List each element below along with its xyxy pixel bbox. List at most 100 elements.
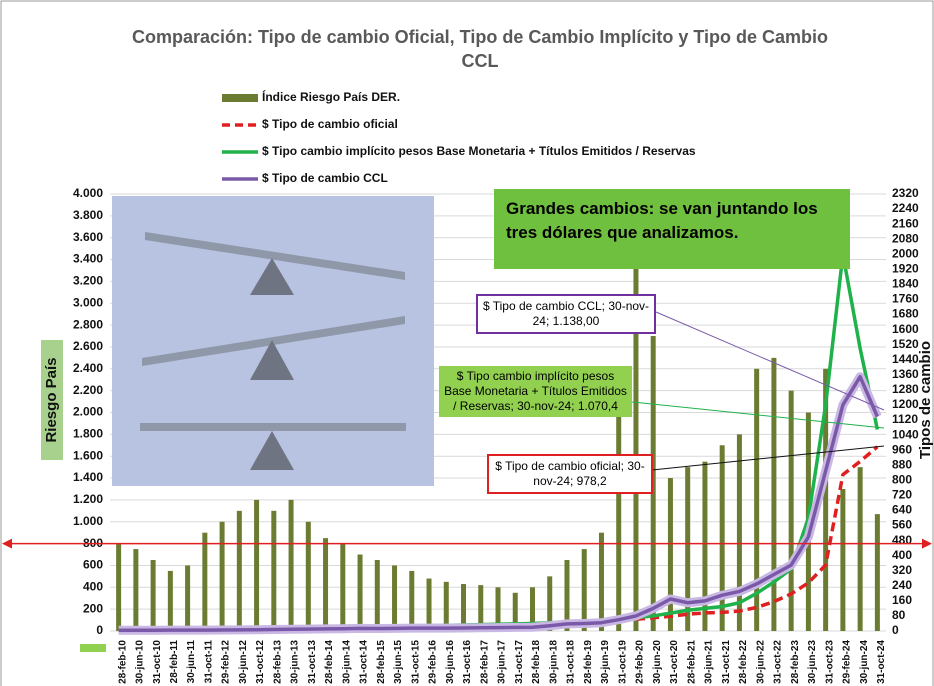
x-tick-label: 28-feb-23: [790, 640, 801, 684]
x-tick-label: 30-jun-19: [600, 640, 611, 684]
callout-implicit: $ Tipo cambio implícito pesos Base Monet…: [439, 366, 632, 417]
x-tick-label: 30-jun-22: [755, 640, 766, 684]
bar: [668, 478, 673, 631]
y-tick-label: 1.600: [73, 448, 103, 462]
title-line: Comparación: Tipo de cambio Oficial, Tip…: [132, 27, 828, 47]
y2-tick-label: 1600: [892, 322, 919, 336]
x-tick-label: 28-feb-14: [324, 640, 335, 684]
y-tick-label: 1.000: [73, 514, 103, 528]
legend-label: $ Tipo de cambio oficial: [262, 117, 398, 131]
y2-axis-title: Tipos de cambio: [917, 341, 934, 459]
x-tick-label: 28-feb-15: [376, 640, 387, 684]
y2-tick-label: 800: [892, 472, 912, 486]
y2-tick-label: 1200: [892, 397, 919, 411]
y2-tick-label: 240: [892, 578, 912, 592]
y2-tick-label: 1520: [892, 337, 919, 351]
x-tick-label: 31-oct-20: [669, 640, 680, 684]
y2-tick-label: 1440: [892, 352, 919, 366]
y2-tick-label: 1680: [892, 307, 919, 321]
y2-tick-label: 1840: [892, 277, 919, 291]
bar: [375, 560, 380, 631]
x-tick-label: 28-feb-13: [272, 640, 283, 684]
x-tick-label: 30-jun-21: [704, 640, 715, 684]
y-tick-label: 200: [83, 601, 103, 615]
y-tick-label: 3.600: [73, 230, 103, 244]
x-tick-label: 31-oct-21: [721, 640, 732, 684]
bar: [599, 533, 604, 631]
x-tick-label: 30-jun-16: [445, 640, 456, 684]
y2-tick-label: 2160: [892, 216, 919, 230]
x-tick-label: 31-oct-19: [617, 640, 628, 684]
y2-tick-label: 320: [892, 563, 912, 577]
legend-swatch: [222, 94, 258, 102]
y-tick-label: 3.400: [73, 252, 103, 266]
bar: [254, 500, 259, 631]
plank: [140, 423, 406, 431]
y2-tick-label: 1120: [892, 412, 918, 426]
bar: [185, 565, 190, 631]
x-tick-label: 30-jun-17: [497, 640, 508, 684]
x-tick-label: 30-jun-15: [393, 640, 404, 684]
x-tick-label: 28-feb-11: [169, 640, 180, 684]
x-tick-label: 29-feb-20: [635, 640, 646, 684]
y-tick-label: 1.400: [73, 470, 103, 484]
bar: [858, 467, 863, 631]
x-tick-label: 31-oct-16: [462, 640, 473, 684]
y2-tick-label: 1040: [892, 427, 919, 441]
y-tick-label: 1.200: [73, 492, 103, 506]
bar: [116, 544, 121, 631]
y2-tick-label: 2000: [892, 246, 919, 260]
y-tick-label: 2.200: [73, 383, 103, 397]
y2-tick-label: 880: [892, 457, 912, 471]
bar: [875, 514, 880, 631]
y-tick-label: 800: [83, 536, 103, 550]
x-tick-label: 28-feb-10: [117, 640, 128, 684]
x-tick-label: 30-jun-14: [341, 640, 352, 684]
x-tick-label: 30-jun-24: [859, 640, 870, 684]
bar: [582, 549, 587, 631]
y2-tick-label: 640: [892, 503, 912, 517]
y-tick-label: 2.600: [73, 339, 103, 353]
y-tick-label: 400: [83, 579, 103, 593]
y2-tick-label: 1280: [892, 382, 919, 396]
x-tick-label: 30-jun-11: [186, 640, 197, 684]
y2-tick-label: 560: [892, 518, 912, 532]
x-tick-label: 31-oct-11: [203, 640, 214, 684]
y2-tick-label: 80: [892, 608, 906, 622]
y2-tick-label: 2240: [892, 201, 919, 215]
bar: [358, 555, 363, 631]
x-tick-label: 31-oct-10: [152, 640, 163, 684]
y2-tick-label: 2320: [892, 186, 919, 200]
x-tick-label: 30-jun-13: [290, 640, 301, 684]
bar: [168, 571, 173, 631]
bar: [840, 489, 845, 631]
legend-label: Índice Riesgo País DER.: [262, 89, 400, 104]
legend-label: $ Tipo de cambio CCL: [262, 171, 388, 185]
bar: [702, 462, 707, 631]
x-tick-label: 31-oct-14: [359, 640, 370, 684]
x-tick-label: 31-oct-15: [410, 640, 421, 684]
y2-tick-label: 2080: [892, 231, 919, 245]
x-tick-label: 28-feb-22: [738, 640, 749, 684]
y-tick-label: 3.200: [73, 274, 103, 288]
bar: [392, 565, 397, 631]
picture: [112, 196, 434, 486]
x-tick-label: 30-jun-18: [548, 640, 559, 684]
y-tick-label: 2.800: [73, 317, 103, 331]
y2-tick-label: 160: [892, 593, 912, 607]
y-tick-label: 4.000: [73, 186, 103, 200]
bar: [616, 380, 621, 631]
x-tick-label: 28-feb-19: [583, 640, 594, 684]
bar: [133, 549, 138, 631]
y2-tick-label: 1360: [892, 367, 919, 381]
y2-tick-label: 480: [892, 533, 912, 547]
x-tick-label: 31-oct-24: [876, 640, 887, 684]
x-tick-label: 28-feb-21: [686, 640, 697, 684]
x-tick-label: 30-jun-20: [652, 640, 663, 684]
page: Comparación: Tipo de cambio Oficial, Tip…: [0, 0, 934, 686]
y2-tick-label: 0: [892, 623, 899, 637]
y2-tick-label: 960: [892, 442, 912, 456]
x-tick-label: 29-feb-24: [842, 640, 853, 684]
y2-tick-label: 400: [892, 548, 912, 562]
bar: [271, 511, 276, 631]
